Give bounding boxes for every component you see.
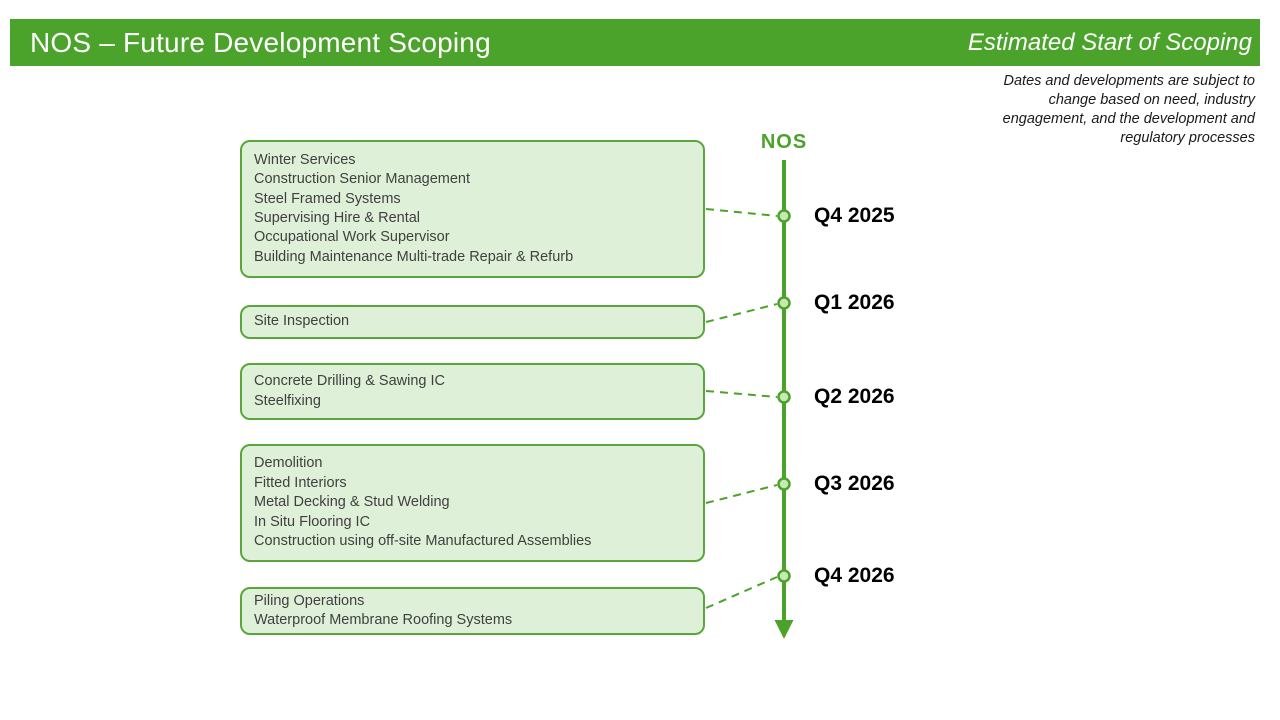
service-box-q3-2026: Demolition Fitted Interiors Metal Deckin… [240, 444, 705, 562]
service-item: Supervising Hire & Rental [254, 210, 421, 226]
quarter-label-q4-2025: Q4 2025 [814, 204, 895, 227]
quarter-label-q4-2026: Q4 2026 [814, 564, 895, 587]
page-title: NOS – Future Development Scoping [30, 26, 491, 58]
service-item: Construction using off-site Manufactured… [254, 533, 592, 550]
service-item: Metal Decking & Stud Welding [254, 494, 450, 511]
milestone-marker-q4-2025 [777, 209, 791, 223]
connector-q3-2026 [705, 484, 778, 504]
milestone-marker-q4-2026 [777, 569, 791, 583]
quarter-label-q3-2026: Q3 2026 [814, 472, 895, 495]
disclaimer-line: change based on need, industry [1048, 92, 1255, 108]
service-item: Occupational Work Supervisor [254, 229, 450, 246]
service-item: Waterproof Membrane Roofing Systems [254, 612, 513, 628]
service-box-q2-2026: Concrete Drilling & Sawing IC Steelfixin… [240, 363, 705, 420]
service-item: Steel Framed Systems [254, 190, 401, 207]
disclaimer-line: engagement, and the development and [1002, 111, 1255, 127]
service-item: Concrete Drilling & Sawing IC [254, 373, 445, 390]
service-item: In Situ Flooring IC [254, 513, 371, 530]
service-item: Steelfixing [254, 392, 321, 409]
service-item: Fitted Interiors [254, 474, 347, 491]
service-item: Demolition [254, 455, 323, 472]
service-item: Construction Senior Management [254, 171, 471, 188]
disclaimer-text: Dates and developments are subject to ch… [935, 72, 1255, 148]
disclaimer-line: regulatory processes [1120, 130, 1255, 146]
connector-q4-2025 [705, 208, 778, 217]
quarter-label-q2-2026: Q2 2026 [814, 385, 895, 408]
service-item: Building Maintenance Multi-trade Repair … [254, 248, 574, 265]
milestone-marker-q1-2026 [777, 296, 791, 310]
connector-q4-2026 [705, 576, 778, 609]
service-box-q1-2026: Site Inspection [240, 305, 705, 339]
service-item: Piling Operations [254, 592, 365, 609]
service-item: Winter Services [254, 151, 356, 168]
milestone-marker-q2-2026 [777, 390, 791, 404]
milestone-marker-q3-2026 [777, 477, 791, 491]
connector-q1-2026 [705, 303, 778, 323]
timeline-arrowhead-icon [774, 620, 794, 639]
service-item: Site Inspection [254, 313, 350, 330]
service-box-q4-2025: Winter Services Construction Senior Mana… [240, 140, 705, 278]
header-bar: NOS – Future Development Scoping Estimat… [10, 19, 1260, 66]
disclaimer-line: Dates and developments are subject to [1003, 73, 1255, 89]
timeline-axis-label: NOS [760, 131, 808, 153]
header-subtitle: Estimated Start of Scoping [967, 28, 1252, 56]
connector-q2-2026 [705, 390, 778, 398]
quarter-label-q1-2026: Q1 2026 [814, 291, 895, 314]
service-box-q4-2026: Piling Operations Waterproof Membrane Ro… [240, 587, 705, 635]
